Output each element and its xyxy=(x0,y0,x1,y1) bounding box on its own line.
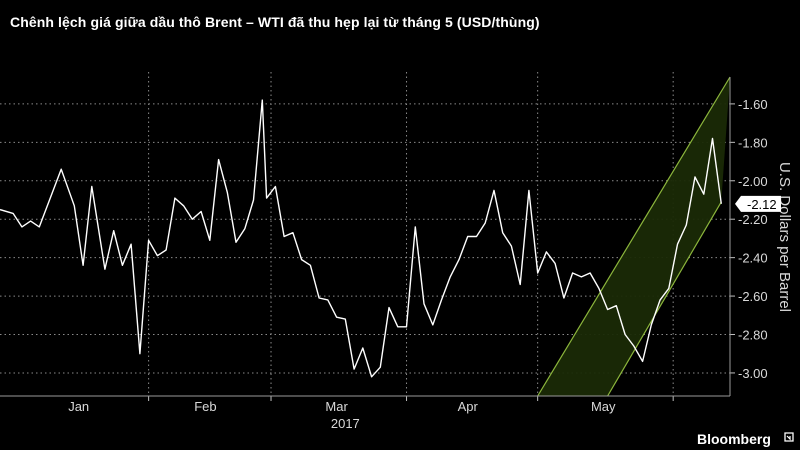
trend-channel xyxy=(537,76,731,397)
trend-channel-lower-edge xyxy=(607,201,722,397)
y-tick-label: -2.60 xyxy=(738,289,768,304)
bloomberg-logo-mark xyxy=(784,432,794,442)
x-tick-label: May xyxy=(591,399,616,414)
y-tick-label: -3.00 xyxy=(738,366,768,381)
y-tick-label: -2.40 xyxy=(738,251,768,266)
axis-layer: -1.60 -1.80 -2.00 -2.20 -2.40 -2.60 -2.80 -3.00… xyxy=(0,77,793,431)
y-tick-label: -2.20 xyxy=(738,212,768,227)
y-tick-label: -1.80 xyxy=(738,135,768,150)
chart-title: Chênh lệch giá giữa dầu thô Brent – WTI … xyxy=(10,14,540,30)
x-tick-label: Apr xyxy=(458,399,479,414)
x-axis-year-label: 2017 xyxy=(331,416,360,431)
last-value-label: -2.12 xyxy=(747,197,777,212)
last-value-badge xyxy=(735,195,781,212)
x-tick-label: Jan xyxy=(68,399,89,414)
series-line xyxy=(0,99,722,378)
series-layer xyxy=(0,99,722,378)
y-axis-title: U.S. Dollars per Barrel xyxy=(776,162,793,312)
grid-layer xyxy=(0,72,730,396)
bloomberg-logo: Bloomberg xyxy=(697,431,771,447)
y-tick-label: -1.60 xyxy=(738,97,768,112)
x-tick-label: Feb xyxy=(194,399,216,414)
x-tick-label: Mar xyxy=(325,399,348,414)
y-tick-label: -2.80 xyxy=(738,328,768,343)
trend-channel-upper-edge xyxy=(537,76,731,397)
y-tick-label: -2.00 xyxy=(738,174,768,189)
